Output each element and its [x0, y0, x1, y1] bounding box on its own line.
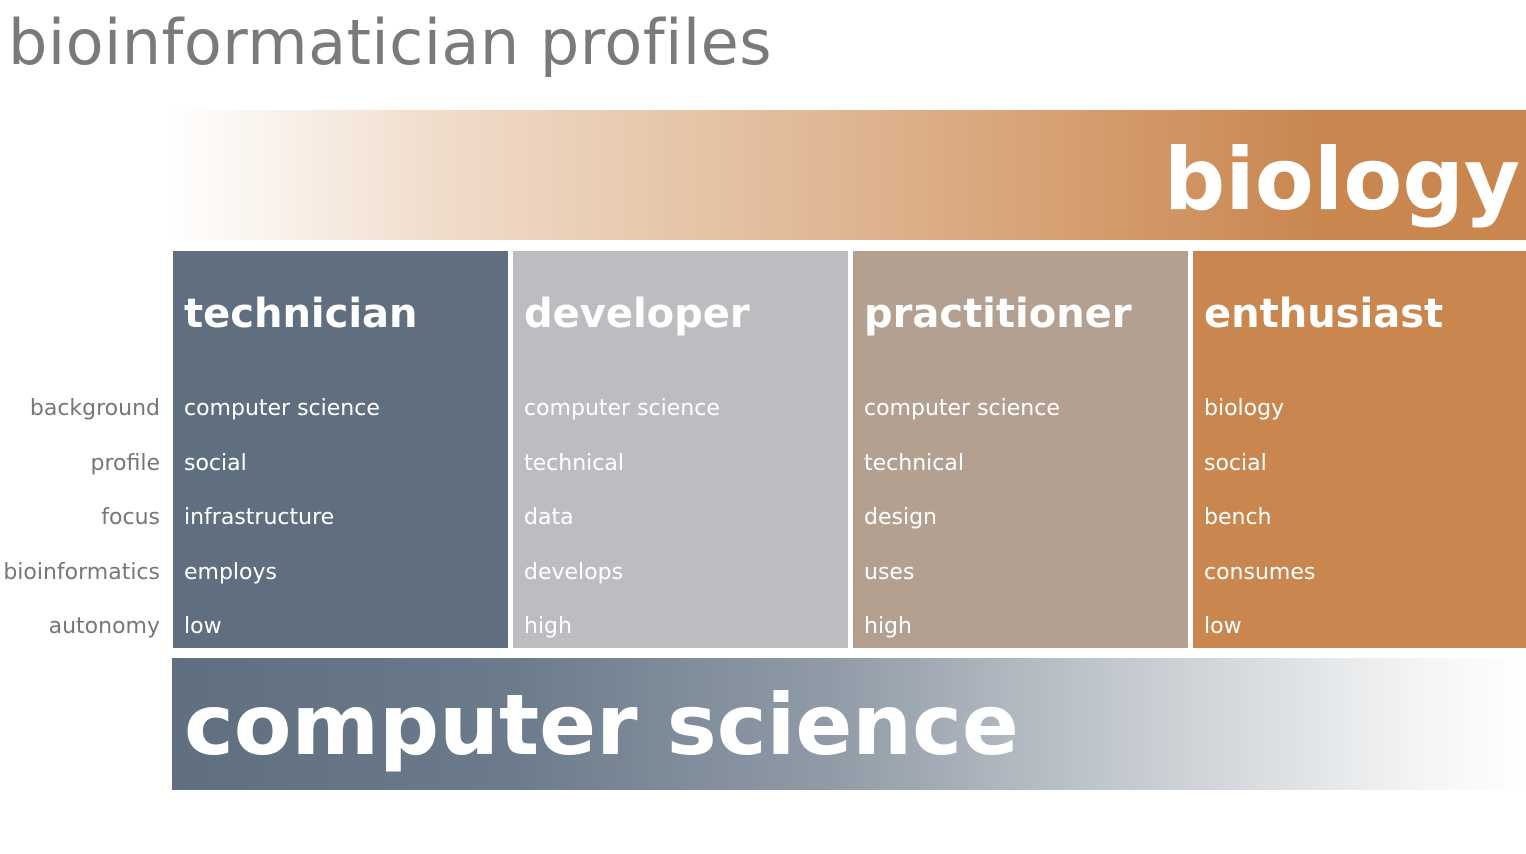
profile-value-autonomy: low: [1204, 614, 1242, 639]
profile-value-autonomy: high: [864, 614, 912, 639]
profile-value-background: biology: [1204, 396, 1285, 421]
profile-value-bioinformatics: consumes: [1204, 560, 1316, 585]
row-label-bioinformatics: bioinformatics: [3, 560, 160, 585]
computer-science-label: computer science: [184, 676, 1019, 774]
profile-title: technician: [184, 291, 418, 337]
profile-value-bioinformatics: uses: [864, 560, 915, 585]
profile-value-focus: design: [864, 505, 937, 530]
profile-value-autonomy: high: [524, 614, 572, 639]
profile-value-profile: technical: [864, 451, 964, 476]
profile-value-focus: infrastructure: [184, 505, 335, 530]
profile-value-bioinformatics: employs: [184, 560, 277, 585]
profile-value-background: computer science: [524, 396, 720, 421]
profile-title: developer: [524, 291, 750, 337]
row-label-autonomy: autonomy: [48, 614, 160, 639]
biology-band: biology: [172, 110, 1526, 240]
profile-column-developer: developer computer science technical dat…: [513, 251, 848, 648]
profile-value-profile: social: [1204, 451, 1267, 476]
profile-column-technician: technician computer science social infra…: [173, 251, 508, 648]
profile-column-practitioner: practitioner computer science technical …: [853, 251, 1188, 648]
profile-title: practitioner: [864, 291, 1132, 337]
profile-value-profile: technical: [524, 451, 624, 476]
profile-value-background: computer science: [184, 396, 380, 421]
profile-value-profile: social: [184, 451, 247, 476]
profile-value-autonomy: low: [184, 614, 222, 639]
profile-value-background: computer science: [864, 396, 1060, 421]
profile-value-focus: data: [524, 505, 574, 530]
profile-column-enthusiast: enthusiast biology social bench consumes…: [1193, 251, 1526, 648]
computer-science-band: computer science: [172, 658, 1526, 790]
page-title: bioinformatician profiles: [8, 6, 773, 79]
row-label-background: background: [29, 396, 160, 421]
profile-value-focus: bench: [1204, 505, 1272, 530]
row-label-focus: focus: [101, 505, 160, 530]
profile-value-bioinformatics: develops: [524, 560, 624, 585]
row-label-profile: profile: [90, 451, 161, 476]
profile-title: enthusiast: [1204, 291, 1444, 337]
biology-label: biology: [1163, 130, 1520, 230]
